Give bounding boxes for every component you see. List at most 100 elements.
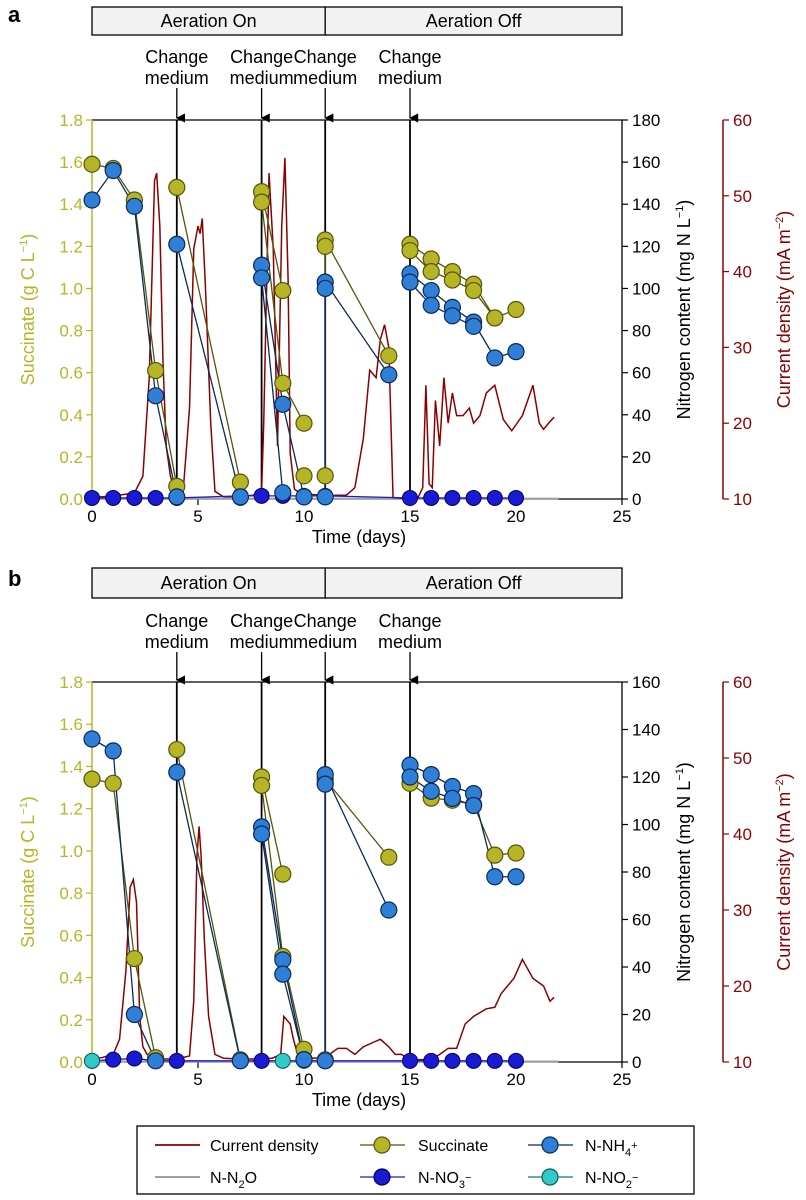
- point-n-nh4: [443, 789, 461, 807]
- y-left-axis-title-part: ): [18, 796, 38, 802]
- event-label-line2: medium: [145, 632, 209, 652]
- point-n-no3: [486, 489, 503, 506]
- point-n-no3: [126, 489, 143, 506]
- series-n-no3-line: [92, 495, 516, 499]
- y-left-axis-title-part: −1: [18, 802, 30, 815]
- x-tick-label: 10: [295, 507, 314, 526]
- point-succinate: [486, 846, 504, 864]
- y-right1-tick-label: 80: [632, 863, 651, 882]
- point-succinate: [104, 774, 122, 792]
- y-right1-tick-label: 60: [632, 364, 651, 383]
- y-right1-axis-title: Nitrogen content (mg N L−1): [674, 200, 694, 420]
- point-n-nh4: [231, 488, 249, 506]
- aeration-band: [91, 6, 326, 36]
- point-n-no3: [465, 1052, 482, 1069]
- y-right2-axis-title-part: Current density (mA m: [774, 792, 794, 971]
- y-right2-tick-label: 40: [733, 825, 752, 844]
- point-n-nh4: [316, 775, 334, 793]
- series-succinate-line: [176, 749, 242, 1061]
- series-n-nh4-line: [91, 169, 178, 498]
- aeration-band-label: Aeration Off: [426, 11, 523, 31]
- point-succinate: [380, 347, 398, 365]
- point-succinate: [168, 178, 186, 196]
- event-label-line2: medium: [230, 632, 294, 652]
- legend-n2o-label-part: N-N: [210, 1170, 238, 1187]
- y-right1-tick-label: 20: [632, 448, 651, 467]
- point-n-nh4: [316, 1052, 334, 1070]
- point-n-nh4: [443, 307, 461, 325]
- y-left-tick-label: 1.8: [59, 673, 83, 692]
- point-n-nh4: [465, 796, 483, 815]
- point-succinate: [295, 467, 313, 485]
- x-axis-title: Time (days): [312, 1090, 406, 1110]
- y-left-axis-title-part: Succinate (g C L: [18, 252, 38, 385]
- event-label-line1: Change: [145, 47, 208, 67]
- point-n-nh4: [401, 768, 419, 786]
- event-label-line1: Change: [230, 611, 293, 631]
- y-left-axis-title-part: ): [18, 234, 38, 240]
- series-n-nh4-line: [409, 776, 474, 807]
- series-n-nh4-line: [324, 281, 390, 376]
- x-tick-label: 15: [401, 507, 420, 526]
- panel-b: b Aeration On Aeration OffChangemediumChan…: [8, 566, 794, 1110]
- legend-no3-label-part: −: [465, 1172, 471, 1184]
- point-n-no3: [253, 1052, 270, 1069]
- series-n-nh4-line: [91, 738, 157, 1062]
- y-left-tick-label: 1.4: [59, 757, 83, 776]
- x-tick-label: 20: [507, 1070, 526, 1089]
- y-right1-tick-label: 40: [632, 958, 651, 977]
- y-right2-tick-label: 50: [733, 749, 752, 768]
- y-left-tick-label: 1.2: [59, 800, 83, 819]
- y-right1-tick-label: 140: [632, 721, 660, 740]
- legend-current-label: Current density: [210, 1138, 319, 1155]
- point-succinate: [231, 473, 249, 491]
- point-n-nh4: [168, 763, 186, 781]
- y-right2-tick-label: 40: [733, 263, 752, 282]
- legend-no2-label-part: N-NO: [585, 1170, 626, 1187]
- y-left-axis-title-part: Succinate (g C L: [18, 815, 38, 948]
- point-n-nh4: [274, 395, 292, 413]
- y-left-tick-label: 0.4: [59, 406, 83, 425]
- point-n-nh4: [125, 1005, 143, 1024]
- y-left-tick-label: 1.2: [59, 237, 83, 256]
- aeration-band-label: Aeration Off: [426, 573, 523, 593]
- legend-no3-label-part: N-NO: [418, 1170, 459, 1187]
- point-succinate: [486, 309, 504, 327]
- point-succinate: [168, 740, 186, 759]
- y-right1-axis-title: Nitrogen content (mg N L−1): [674, 762, 694, 982]
- event-label-line1: Change: [145, 611, 208, 631]
- point-n-no3: [423, 489, 440, 506]
- point-n-no3: [486, 1052, 503, 1069]
- point-n-no3: [84, 489, 100, 506]
- x-tick-label: 5: [193, 1070, 202, 1089]
- point-n-nh4: [422, 281, 440, 300]
- point-n-nh4: [486, 349, 504, 367]
- event-label-line2: medium: [230, 68, 294, 88]
- legend-nh4-label-part: 4: [625, 1147, 631, 1159]
- point-n-no3: [126, 1050, 143, 1067]
- y-right1-axis-title-part: ): [674, 762, 694, 768]
- y-right1-tick-label: 0: [632, 490, 641, 509]
- x-tick-label: 10: [295, 1070, 314, 1089]
- point-succinate: [401, 241, 419, 260]
- legend-nh4-label-part: +: [631, 1140, 637, 1152]
- event-label-line1: Change: [378, 611, 441, 631]
- point-succinate: [274, 281, 292, 300]
- y-right2-tick-label: 50: [733, 187, 752, 206]
- point-n-no3: [465, 489, 482, 506]
- point-n-nh4: [422, 766, 440, 784]
- point-n-nh4: [507, 868, 525, 886]
- point-n-nh4: [422, 782, 440, 800]
- legend-no3-label-part: 3: [459, 1179, 465, 1191]
- point-succinate: [147, 361, 165, 380]
- y-right1-tick-label: 100: [632, 816, 660, 835]
- y-right2-tick-label: 20: [733, 414, 752, 433]
- y-right2-axis-title-part: Current density (mA m: [774, 229, 794, 408]
- x-tick-label: 25: [613, 1070, 632, 1089]
- point-succinate: [274, 865, 292, 883]
- point-n-nh4: [274, 965, 292, 983]
- y-right2-tick-label: 60: [733, 111, 752, 130]
- event-label-line1: Change: [230, 47, 293, 67]
- event-label-line2: medium: [293, 632, 357, 652]
- x-axis-title: Time (days): [312, 527, 406, 547]
